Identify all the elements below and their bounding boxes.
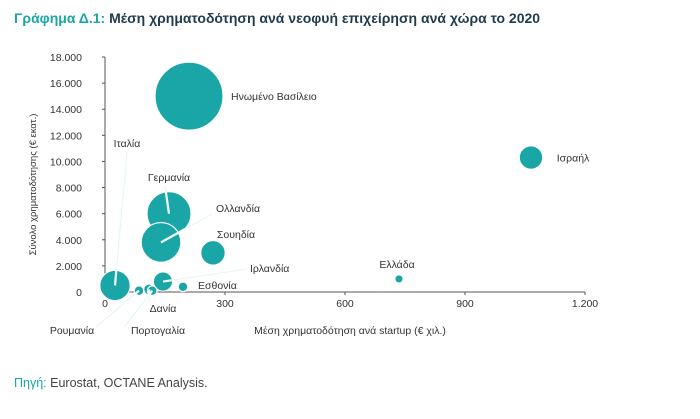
data-label: Ρουμανία [50,325,94,337]
data-label: Δανία [150,303,177,315]
data-label: Ιρλανδία [250,263,289,275]
leader-line [162,268,248,283]
chart-title-prefix: Γράφημα Δ.1: [14,10,106,26]
bubble [200,239,226,266]
source-note: Πηγή: Eurostat, OCTANE Analysis. [14,376,208,390]
x-tick-label: 300 [216,298,234,310]
bubble [518,145,544,170]
data-label: Ηνωμένο Βασίλειο [231,91,317,103]
x-tick-label: 1.200 [572,298,598,310]
data-label: Ιταλία [114,138,141,150]
leader-line [124,290,153,327]
data-label: Ολλανδία [216,203,260,215]
leader-line [160,213,213,243]
y-tick-label: 4.000 [56,235,82,247]
y-tick-label: 12.000 [50,130,82,142]
x-tick-label: 900 [456,298,474,310]
y-tick-label: 18.000 [50,52,82,64]
data-label: Γερμανία [148,172,190,184]
x-axis-title: Μέση χρηματοδότηση ανά startup (€ χιλ.) [254,325,446,337]
data-label: Ελλάδα [379,259,414,271]
leader-line [95,290,140,328]
data-label: Σουηδία [217,229,255,241]
bubble [177,281,189,293]
y-tick-label: 14.000 [50,104,82,116]
x-tick-label: 600 [336,298,354,310]
leader-line [114,151,128,286]
y-tick-label: 6.000 [56,209,82,221]
data-label: Πορτογαλία [131,325,185,337]
y-tick-label: 8.000 [56,183,82,195]
y-tick-label: 2.000 [56,261,82,273]
bubble [154,61,224,131]
x-tick-label: 0 [102,298,108,310]
y-tick-label: 0 [76,287,82,299]
y-axis-title: Σύνολο χρηματοδότησης (€ εκατ.) [28,114,39,256]
chart-title: Γράφημα Δ.1: Μέση χρηματοδότηση ανά νεοφ… [14,10,540,26]
leader-line [164,185,170,214]
source-text: Eurostat, OCTANE Analysis. [50,376,208,390]
y-tick-label: 16.000 [50,78,82,90]
y-tick-label: 10.000 [50,156,82,168]
data-label: Εσθονία [198,280,237,292]
data-label: Ισραήλ [557,153,590,165]
chart-title-text: Μέση χρηματοδότηση ανά νεοφυή επιχείρηση… [109,10,541,26]
source-label: Πηγή: [14,376,47,390]
bubble [394,274,404,284]
